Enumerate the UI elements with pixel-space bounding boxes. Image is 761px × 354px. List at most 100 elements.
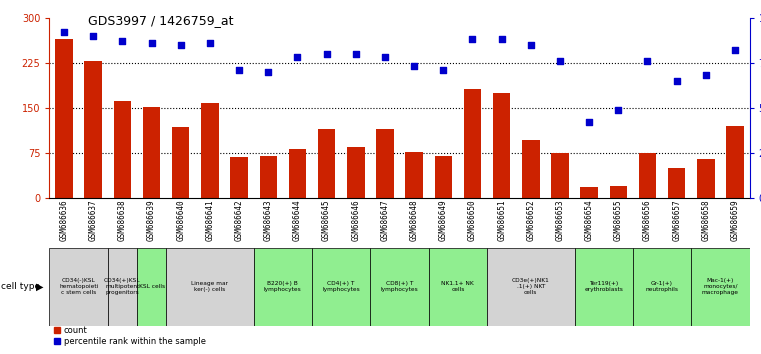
Point [437,67,449,73]
Bar [487,248,575,326]
Bar [575,248,633,326]
Text: cell type: cell type [1,282,40,291]
Bar [668,168,686,198]
Point [379,55,391,60]
Text: Ter119(+)
erythroblasts: Ter119(+) erythroblasts [584,281,623,292]
Bar [697,159,715,198]
Text: GSM686640: GSM686640 [177,199,185,241]
Bar [172,127,189,198]
Point [349,51,361,57]
Text: GSM686650: GSM686650 [468,199,477,241]
Text: CD8(+) T
lymphocytes: CD8(+) T lymphocytes [380,281,419,292]
Text: GSM686639: GSM686639 [147,199,156,241]
Text: GSM686638: GSM686638 [118,199,127,241]
Point [612,107,624,113]
Bar [312,248,371,326]
Bar [347,147,365,198]
Point [699,73,712,78]
Text: GSM686644: GSM686644 [293,199,302,241]
Point [554,58,566,64]
Text: GSM686636: GSM686636 [59,199,68,241]
Bar [610,186,627,198]
Text: Mac-1(+)
monocytes/
macrophage: Mac-1(+) monocytes/ macrophage [702,279,739,295]
Point [174,42,186,47]
Text: CD4(+) T
lymphocytes: CD4(+) T lymphocytes [323,281,360,292]
Point [670,78,683,84]
Bar [463,89,481,198]
Text: GSM686657: GSM686657 [672,199,681,241]
Text: GDS3997 / 1426759_at: GDS3997 / 1426759_at [88,14,233,27]
Bar [201,103,218,198]
Bar [638,153,656,198]
Point [262,69,274,75]
Text: GSM686645: GSM686645 [322,199,331,241]
Bar [522,140,540,198]
Text: Gr-1(+)
neutrophils: Gr-1(+) neutrophils [645,281,679,292]
Text: GSM686648: GSM686648 [409,199,419,241]
Bar [166,248,253,326]
Bar [691,248,750,326]
Bar [253,248,312,326]
Legend: count, percentile rank within the sample: count, percentile rank within the sample [53,326,205,346]
Bar [633,248,691,326]
Bar [113,101,131,198]
Bar [435,156,452,198]
Point [291,55,304,60]
Bar [376,129,393,198]
Point [524,42,537,47]
Bar [726,126,743,198]
Bar [493,93,511,198]
Text: GSM686647: GSM686647 [380,199,390,241]
Text: ▶: ▶ [36,282,43,292]
Bar [288,149,306,198]
Point [320,51,333,57]
Text: GSM686643: GSM686643 [264,199,272,241]
Bar [49,248,108,326]
Bar [143,107,161,198]
Text: CD34(+)KSL
multipotent
progenitors: CD34(+)KSL multipotent progenitors [104,279,141,295]
Bar [371,248,428,326]
Bar [84,61,102,198]
Text: GSM686652: GSM686652 [527,199,535,241]
Bar [318,129,336,198]
Text: GSM686649: GSM686649 [439,199,447,241]
Text: CD34(-)KSL
hematopoieti
c stem cells: CD34(-)KSL hematopoieti c stem cells [59,279,98,295]
Point [58,29,70,35]
Text: Lineage mar
ker(-) cells: Lineage mar ker(-) cells [192,281,228,292]
Point [642,58,654,64]
Text: KSL cells: KSL cells [139,284,164,289]
Point [495,36,508,42]
Bar [581,187,598,198]
Bar [406,152,423,198]
Text: GSM686658: GSM686658 [702,199,710,241]
Bar [108,248,137,326]
Point [408,64,420,69]
Text: GSM686651: GSM686651 [497,199,506,241]
Point [204,40,216,46]
Text: GSM686646: GSM686646 [352,199,360,241]
Text: GSM686654: GSM686654 [584,199,594,241]
Bar [260,156,277,198]
Bar [56,39,73,198]
Point [145,40,158,46]
Text: GSM686642: GSM686642 [234,199,244,241]
Point [466,36,479,42]
Text: CD3e(+)NK1
.1(+) NKT
cells: CD3e(+)NK1 .1(+) NKT cells [512,279,549,295]
Text: GSM686641: GSM686641 [205,199,215,241]
Text: GSM686659: GSM686659 [731,199,740,241]
Text: GSM686656: GSM686656 [643,199,652,241]
Text: GSM686653: GSM686653 [556,199,565,241]
Bar [551,153,568,198]
Point [87,33,99,39]
Bar [137,248,166,326]
Point [116,38,129,44]
Point [583,120,595,125]
Bar [231,157,248,198]
Bar [428,248,487,326]
Point [233,67,245,73]
Text: GSM686637: GSM686637 [89,199,97,241]
Text: B220(+) B
lymphocytes: B220(+) B lymphocytes [264,281,301,292]
Text: GSM686655: GSM686655 [614,199,622,241]
Point [729,47,741,53]
Text: NK1.1+ NK
cells: NK1.1+ NK cells [441,281,474,292]
